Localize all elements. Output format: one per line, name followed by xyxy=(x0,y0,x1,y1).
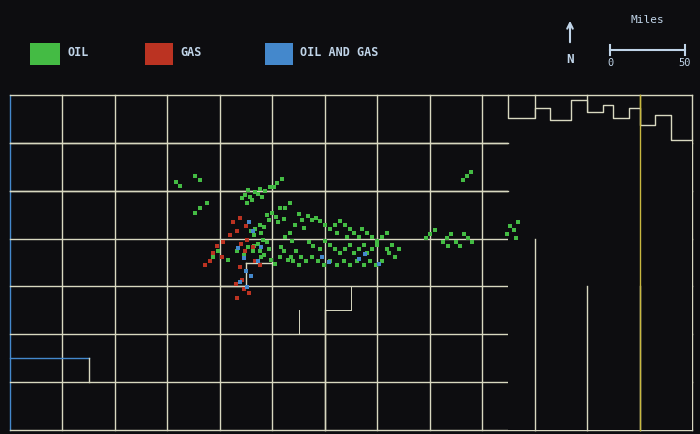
Text: 50: 50 xyxy=(679,58,692,68)
Bar xyxy=(265,43,293,65)
Text: 0: 0 xyxy=(607,58,613,68)
Text: GAS: GAS xyxy=(180,46,202,59)
Bar xyxy=(145,43,173,65)
Text: N: N xyxy=(566,53,574,66)
Text: Miles: Miles xyxy=(631,15,664,25)
Text: OIL: OIL xyxy=(68,46,90,59)
Bar xyxy=(30,43,60,65)
Polygon shape xyxy=(508,95,692,430)
Text: OIL AND GAS: OIL AND GAS xyxy=(300,46,379,59)
